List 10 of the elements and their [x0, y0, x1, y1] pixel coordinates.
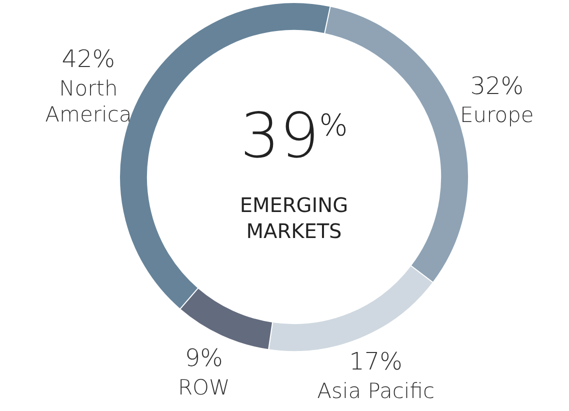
data-label: 32% — [470, 72, 524, 100]
slice-label: Asia Pacific — [317, 378, 435, 403]
data-label: 17% — [349, 348, 402, 376]
data-label: 9% — [184, 344, 223, 372]
slice-label: North America — [45, 76, 132, 126]
data-label: 42% — [62, 45, 116, 74]
text: EMERGING MARKETS — [238, 192, 350, 244]
slice-label: ROW — [178, 375, 230, 400]
slice-label: Europe — [460, 102, 534, 127]
text: 39$^{%}$ — [239, 99, 349, 172]
